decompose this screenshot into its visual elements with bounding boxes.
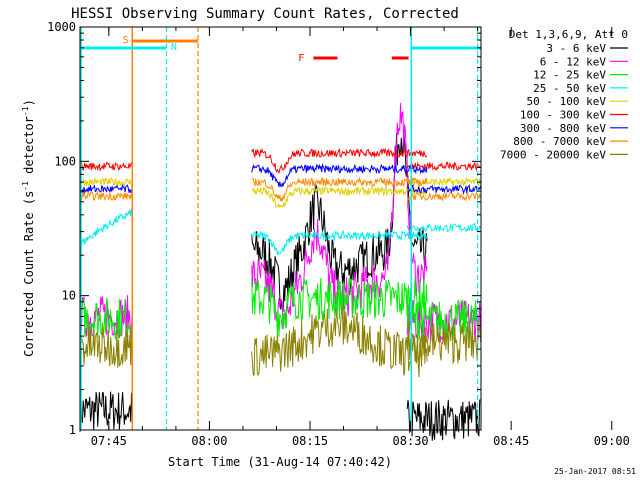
series-300-800-kev — [79, 162, 481, 196]
y-tick-label: 1 — [69, 423, 76, 437]
series-segment — [251, 230, 428, 256]
y-axis-label: Corrected Count Rate (s-1 detector-1) — [21, 99, 36, 357]
x-tick-label: 08:00 — [191, 434, 227, 448]
series-segment — [79, 391, 133, 432]
series-segment — [251, 128, 428, 312]
legend-header: Det 1,3,6,9, Att 0 — [509, 28, 628, 41]
flare-label: F — [298, 53, 304, 64]
series-segment — [406, 399, 481, 441]
y-tick-label: 1000 — [47, 20, 76, 34]
x-axis-label: Start Time (31-Aug-14 07:40:42) — [168, 455, 392, 469]
x-tick-label: 08:15 — [292, 434, 328, 448]
series-segment — [79, 208, 133, 246]
series-segment — [406, 191, 481, 202]
series-100-300-kev — [79, 147, 481, 174]
series-segment — [251, 186, 428, 209]
plot-frame — [79, 26, 482, 431]
plot-area: S N F — [79, 27, 481, 441]
series-segment — [79, 176, 133, 189]
night-label: N — [171, 42, 177, 53]
legend-entry-label: 50 - 100 keV — [527, 95, 607, 108]
x-tick-label: 09:00 — [594, 434, 630, 448]
legend-entry-label: 6 - 12 keV — [540, 55, 607, 68]
series-25-50-kev — [79, 208, 481, 256]
series-7000-20000-kev — [79, 305, 481, 378]
series-segment — [79, 297, 133, 340]
series-segment — [79, 161, 133, 172]
series-segment — [251, 176, 428, 202]
legend-entry-label: 800 - 7000 keV — [513, 135, 606, 148]
series-12-25-kev — [79, 277, 481, 343]
y-tick-label: 10 — [62, 289, 76, 303]
series-segment — [79, 190, 133, 202]
series-segment — [251, 277, 428, 337]
x-tick-label: 08:30 — [393, 434, 429, 448]
x-tick-label: 08:45 — [493, 434, 529, 448]
series-segment — [251, 162, 428, 188]
chart-title: HESSI Observing Summary Count Rates, Cor… — [71, 6, 459, 22]
series-segment — [251, 305, 428, 378]
legend-entry-label: 3 - 6 keV — [546, 42, 606, 55]
saa-label: S — [123, 35, 129, 46]
series-segment — [406, 183, 481, 196]
legend-entry-label: 300 - 800 keV — [520, 122, 606, 135]
series-segment — [79, 183, 133, 195]
legend-entry-label: 7000 - 20000 keV — [500, 148, 606, 161]
series-3-6-kev — [79, 128, 481, 441]
series-segment — [406, 321, 481, 365]
series-800-7000-kev — [79, 176, 481, 202]
legend-entry-label: 100 - 300 keV — [520, 109, 606, 122]
legend-entry-label: 25 - 50 keV — [533, 82, 606, 95]
series-segment — [406, 222, 481, 233]
series-segment — [251, 103, 428, 330]
series-segment — [79, 325, 133, 368]
series-segment — [406, 161, 481, 172]
axes: 07:4508:0008:1508:3008:4509:0009:1511010… — [47, 20, 630, 448]
legend-entry-label: 12 - 25 keV — [533, 69, 606, 82]
footer-timestamp: 25-Jan-2017 08:51 — [554, 467, 636, 476]
x-tick-label: 07:45 — [91, 434, 127, 448]
y-tick-label: 100 — [54, 154, 76, 168]
series-segment — [251, 147, 428, 174]
